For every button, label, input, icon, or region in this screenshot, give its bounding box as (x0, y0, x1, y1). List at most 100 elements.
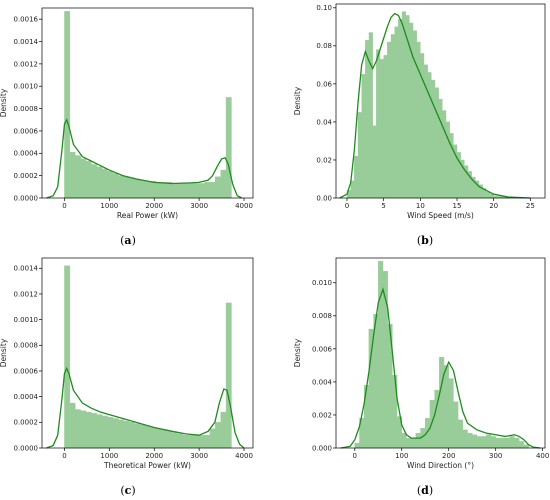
histogram-bar (118, 175, 124, 199)
histogram-bar (429, 399, 435, 449)
y-tick-label: 0.0006 (14, 367, 39, 375)
histogram-bar (489, 193, 494, 199)
x-tick-label: 0 (62, 202, 66, 210)
x-axis-label: Real Power (kW) (117, 211, 178, 220)
histogram-bar (177, 183, 184, 199)
y-tick-label: 0.0002 (14, 172, 39, 180)
axes-frame (335, 3, 546, 199)
y-tick-label: 0.02 (316, 156, 332, 164)
panel-letter: (c) (120, 484, 135, 497)
x-tick-label: 25 (526, 202, 535, 210)
y-tick-label: 0.0016 (14, 16, 39, 24)
histogram-bar (155, 182, 162, 199)
histogram-bar (372, 125, 377, 199)
x-tick-label: 200 (442, 452, 455, 460)
histogram-bar (209, 182, 216, 199)
histogram-bar (376, 49, 381, 199)
histogram-bar (182, 183, 189, 199)
histogram-bar (368, 32, 373, 199)
x-tick-label: 100 (395, 452, 408, 460)
histogram-bar (431, 79, 436, 199)
y-tick-label: 0.06 (316, 80, 332, 88)
x-tick-label: 3000 (190, 202, 208, 210)
y-tick-label: 0.0004 (14, 150, 39, 158)
histogram-bar (85, 160, 92, 199)
x-axis-label: Wind Direction (°) (407, 461, 474, 470)
y-tick-label: 0.04 (316, 118, 332, 126)
histogram-bar (161, 429, 168, 449)
histogram-bar (350, 180, 355, 199)
y-tick-label: 0.0008 (14, 342, 39, 350)
y-tick-label: 0.000 (312, 444, 332, 452)
x-tick-label: 0 (62, 452, 66, 460)
kde-line (340, 287, 541, 449)
histogram-bar (406, 437, 412, 449)
histogram-bar (410, 437, 417, 449)
histogram-bar (209, 428, 216, 449)
histogram-bar (166, 182, 173, 199)
histogram-bar (145, 181, 151, 199)
histogram-bar (379, 58, 384, 199)
histogram-bar (354, 155, 359, 199)
y-tick-label: 0.0008 (14, 105, 39, 113)
y-tick-label: 0.0012 (14, 60, 39, 68)
histogram-bar (476, 436, 482, 449)
histogram-bar (177, 433, 184, 449)
y-tick-label: 0.08 (316, 42, 332, 50)
histogram-bar (198, 183, 205, 199)
histogram-bar (198, 434, 205, 449)
histogram-bar (486, 192, 491, 199)
histogram-bar (188, 434, 194, 449)
histogram-bar (96, 166, 103, 199)
x-tick-label: 2000 (145, 202, 163, 210)
histogram-bar (365, 39, 370, 199)
histogram-bar (134, 423, 141, 449)
histogram-bar (378, 261, 384, 449)
histogram-bar (443, 365, 449, 449)
histogram-bar (398, 19, 403, 199)
histogram-bar (107, 170, 114, 199)
histogram-bar (150, 181, 157, 199)
y-tick-label: 0.0000 (14, 194, 39, 202)
y-tick-label: 0.0006 (14, 127, 39, 135)
histogram-bar (504, 437, 510, 449)
panel-a: 0 1000 2000 3000 4000 0.0000 0.0002 0.0004 0.000… (0, 7, 254, 247)
axes-frame (41, 257, 254, 449)
x-tick-label: 20 (489, 202, 498, 210)
histogram-bar (85, 411, 92, 449)
histogram-bar (123, 176, 130, 199)
kde-line (46, 366, 245, 449)
histogram-bar (220, 169, 227, 199)
histogram-bar (171, 432, 178, 449)
y-tick-label: 0.0004 (14, 393, 39, 401)
panel-letter: (a) (120, 234, 136, 247)
histogram-bar (467, 432, 473, 449)
histogram-bar (415, 432, 421, 449)
histogram-bar (69, 151, 76, 199)
y-tick-label: 0.004 (312, 378, 333, 386)
histogram-bar (155, 428, 162, 449)
panel-d: 0 100 200 300 400 0.000 0.002 0.004 0.006 0.008 0.… (293, 257, 549, 497)
histogram-bar (96, 414, 103, 449)
x-tick-label: 400 (536, 452, 549, 460)
panel-b: 0 5 10 15 20 25 0.00 0.02 0.04 0.06 0.08 0.10 Wind S… (293, 3, 546, 247)
x-tick-label: 0 (345, 202, 349, 210)
histogram-bar (368, 328, 374, 449)
histogram-bar (412, 30, 417, 199)
histogram-bar (91, 164, 97, 199)
histogram-bar (490, 436, 496, 449)
histogram-bar (161, 182, 168, 199)
histogram-bar (361, 74, 366, 199)
histogram-bar (193, 183, 200, 199)
histogram-bar (225, 97, 232, 199)
histogram-bar (500, 437, 506, 449)
histogram-bar (438, 98, 443, 199)
x-tick-label: 5 (381, 202, 385, 210)
histogram-bar (171, 183, 178, 199)
x-tick-label: 1000 (100, 452, 118, 460)
y-tick-label: 0.0012 (14, 290, 39, 298)
histogram-bar (75, 155, 81, 199)
histogram-bar (354, 442, 360, 449)
histogram-bar (145, 425, 151, 449)
histogram-bar (139, 179, 146, 199)
